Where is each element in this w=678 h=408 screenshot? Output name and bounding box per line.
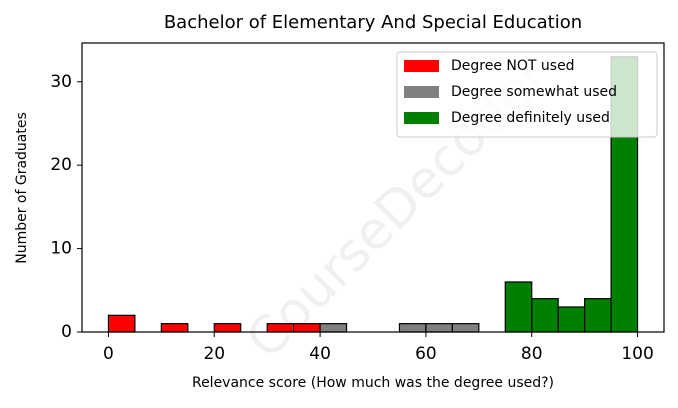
x-tick-label: 0 (103, 344, 114, 364)
bar (557, 306, 586, 333)
x-tick-label: 80 (521, 344, 543, 364)
bar (293, 323, 321, 333)
bar (160, 323, 189, 333)
bar (266, 323, 295, 333)
legend-frame (396, 51, 658, 138)
bar (584, 298, 612, 333)
bar (398, 323, 427, 333)
bar (504, 281, 533, 333)
x-tick-label: 60 (415, 344, 437, 364)
y-tick-label: 10 (50, 239, 72, 259)
bar (107, 314, 136, 333)
bar (425, 323, 453, 333)
bar (531, 298, 559, 333)
y-tick-label: 30 (50, 72, 72, 92)
legend-label: Degree definitely used (451, 110, 610, 126)
bar (319, 323, 348, 333)
legend-swatch (404, 60, 439, 72)
legend-label: Degree NOT used (451, 58, 575, 74)
plot-frame (81, 42, 665, 333)
legend-label: Degree somewhat used (451, 84, 617, 100)
x-axis-label: Relevance score (How much was the degree… (192, 375, 554, 391)
legend: Degree NOT used Degree somewhat used Degre… (396, 51, 658, 138)
chart-title: Bachelor of Elementary And Special Educa… (164, 12, 582, 33)
legend-swatch (404, 112, 439, 124)
x-tick-label: 40 (309, 344, 331, 364)
y-tick-label: 20 (50, 155, 72, 175)
legend-swatch (404, 86, 439, 98)
y-tick-label: 0 (61, 322, 72, 342)
x-tick-label: 20 (203, 344, 225, 364)
y-axis-label: Number of Graduates (14, 112, 30, 264)
bar (451, 323, 480, 333)
x-tick-label: 100 (621, 344, 653, 364)
bar (213, 323, 242, 333)
